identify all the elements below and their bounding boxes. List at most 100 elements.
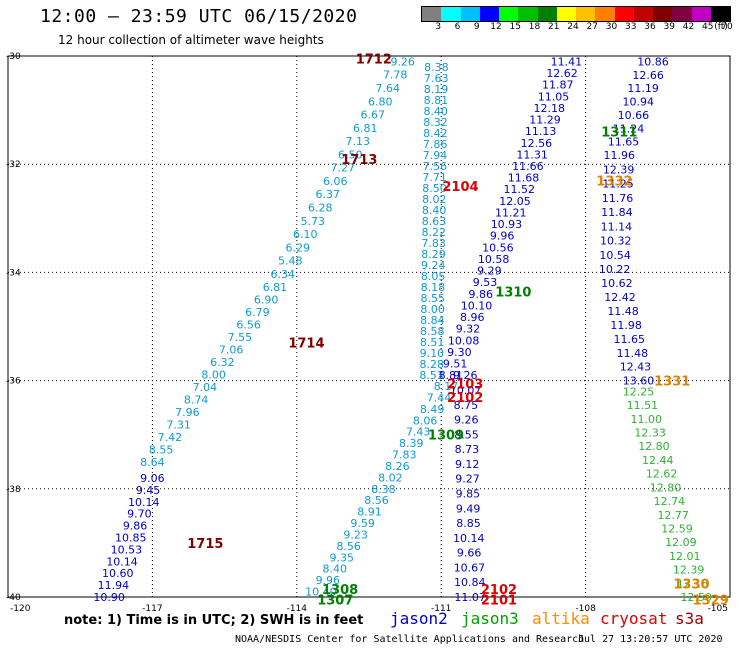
wave-height-value: 8.17 [434,380,459,393]
wave-height-value: 8.55 [421,292,446,305]
wave-height-value: 12.09 [665,536,697,549]
legend-tick-label: 6 [454,22,461,32]
legend-tick-label: 18 [528,22,541,32]
wave-height-value: 12.59 [661,522,693,535]
wave-height-value: 8.42 [423,127,448,140]
wave-height-value: 10.14 [106,555,138,568]
wave-height-value: 8.84 [420,314,445,327]
legend-swatch [710,7,730,21]
legend-swatch [460,7,480,21]
satellite-label-altika: altika [532,609,590,628]
wave-height-value: 11.41 [551,55,583,68]
wave-height-value: 12.66 [632,69,664,82]
wave-height-value: 10.67 [454,561,486,574]
satellite-label-jason2: jason2 [390,609,448,628]
wave-height-value: 8.51 [420,336,445,349]
wave-height-value: 7.06 [219,343,244,356]
wave-height-value: 8.55 [149,443,174,456]
wave-height-value: 7.78 [383,69,408,82]
wave-height-value: 10.86 [637,55,669,68]
lon-label: -117 [142,604,162,614]
lat-label: -40 [6,593,21,603]
lat-label: -30 [6,52,21,62]
wave-height-value: 9.06 [140,472,165,485]
wave-height-value: 8.40 [422,204,447,217]
wave-height-value: 12.05 [499,195,531,208]
legend-swatch [518,7,538,21]
legend-swatch [556,7,576,21]
wave-height-value: 8.18 [421,281,446,294]
legend-swatch [672,7,692,21]
map-title: 12:00 – 23:59 UTC 06/15/2020 [40,6,358,27]
wave-height-value: 12.33 [634,427,666,440]
wave-height-value: 12.62 [646,468,678,481]
pass-number-label: 2102 [447,391,483,406]
wave-height-value: 9.45 [136,484,161,497]
legend-tick-label: 9 [473,22,480,32]
wave-height-value: 10.32 [600,235,632,248]
wave-height-color-legend [421,6,731,22]
wave-height-value: 6.50 [338,148,363,161]
wave-height-value: 9.86 [123,520,148,533]
legend-tick-label: 33 [625,22,637,32]
wave-height-value: 7.56 [423,160,448,173]
legend-unit: (ft) [714,22,728,32]
wave-height-value: 8.38 [371,483,396,496]
wave-height-value: 6.67 [360,109,385,122]
wave-height-value: 11.24 [613,122,645,135]
wave-height-value: 9.86 [469,288,494,301]
legend-tick-label: 24 [567,22,579,32]
satellite-label-cryosat: cryosat [600,609,668,628]
wave-height-value: 8.39 [399,437,424,450]
wave-height-value: 7.04 [193,381,218,394]
wave-height-value: 9.26 [390,55,415,68]
pass-number-label: 1329 [693,594,729,609]
wave-height-value: 8.38 [424,61,449,74]
wave-height-value: 7.86 [423,138,448,151]
wave-height-value: 8.32 [423,116,448,129]
wave-height-value: 8.75 [454,399,479,412]
pass-number-label: 2103 [447,377,483,392]
wave-height-value: 8.40 [423,105,448,118]
wave-height-value: 7.71 [422,171,447,184]
legend-tick-label: 30 [605,22,618,32]
wave-height-value: 10.54 [599,249,631,262]
wave-height-value: 6.81 [263,281,288,294]
wave-height-value: 7.13 [345,135,370,148]
wave-height-value: 11.48 [607,305,639,318]
pass-number-label: 1712 [356,53,392,68]
pass-number-label: 1310 [495,285,531,300]
pass-number-label: 1330 [673,577,709,592]
lon-label: -120 [10,604,31,614]
legend-labels: 3 6 9 12 15 18 21 24 27 30 33 36 39 42 45 70 (ft) [421,22,732,34]
wave-height-value: 7.27 [330,162,355,175]
wave-height-value: 9.27 [455,473,480,486]
wave-height-value: 8.64 [140,456,165,469]
legend-swatch [614,7,634,21]
legend-tick-label: 21 [548,22,560,32]
wave-height-value: 8.28 [419,358,444,371]
wave-height-value: 11.00 [630,413,662,426]
wave-height-value: 8.02 [422,193,447,206]
pass-number-label: 1308 [322,583,358,598]
wave-height-value: 8.58 [420,325,445,338]
wave-height-value: 11.07 [454,591,486,604]
wave-height-value: 10.58 [478,253,510,266]
wave-height-value: 11.66 [512,160,544,173]
wave-height-value: 8.81 [424,94,449,107]
wave-height-value: 7.42 [158,431,183,444]
wave-height-value: 9.66 [457,547,482,560]
wave-height-value: 8.29 [421,248,446,261]
wave-height-value: 8.40 [323,563,348,576]
wave-height-value: 11.51 [627,399,659,412]
pass-number-label: 1331 [654,375,690,390]
wave-height-value: 11.14 [601,220,633,233]
wave-height-value: 7.64 [375,82,400,95]
lon-label: -114 [287,604,308,614]
legend-swatch [499,7,519,21]
generated-date: Jul 27 13:20:57 UTC 2020 [578,634,723,645]
pass-number-label: 1311 [601,126,637,141]
wave-height-value: 10.56 [482,241,514,254]
legend-swatch [422,7,442,21]
